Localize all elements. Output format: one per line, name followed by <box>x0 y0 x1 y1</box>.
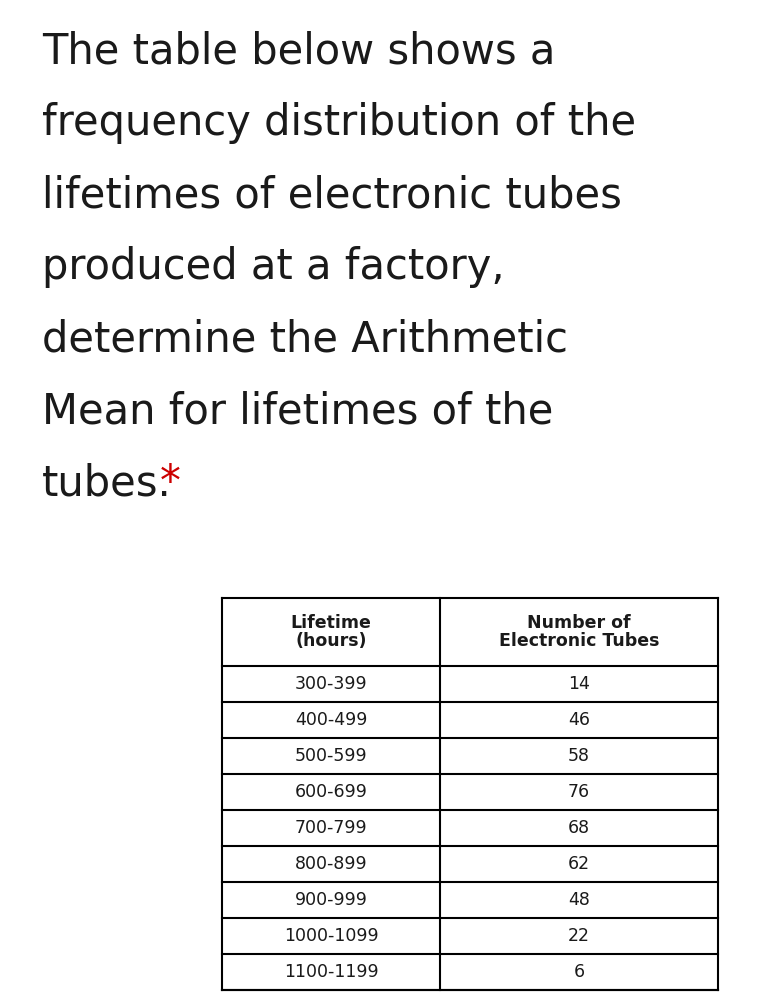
Text: Electronic Tubes: Electronic Tubes <box>499 632 659 650</box>
Text: Lifetime: Lifetime <box>290 614 371 632</box>
Text: 76: 76 <box>568 783 590 801</box>
Text: 800-899: 800-899 <box>295 855 368 873</box>
Text: 68: 68 <box>568 819 590 837</box>
Text: 46: 46 <box>568 711 590 729</box>
Text: 500-599: 500-599 <box>295 747 368 765</box>
Text: 6: 6 <box>574 963 584 981</box>
Text: lifetimes of electronic tubes: lifetimes of electronic tubes <box>42 174 622 216</box>
Text: The table below shows a: The table below shows a <box>42 30 556 72</box>
Text: 14: 14 <box>568 675 590 693</box>
Text: Mean for lifetimes of the: Mean for lifetimes of the <box>42 390 553 432</box>
Text: 900-999: 900-999 <box>295 891 368 909</box>
Text: 300-399: 300-399 <box>295 675 368 693</box>
Text: *: * <box>160 462 181 504</box>
Text: Number of: Number of <box>528 614 631 632</box>
Text: tubes.: tubes. <box>42 462 172 504</box>
Text: 1100-1199: 1100-1199 <box>283 963 378 981</box>
Text: 700-799: 700-799 <box>295 819 368 837</box>
Text: produced at a factory,: produced at a factory, <box>42 246 505 288</box>
Text: 48: 48 <box>568 891 590 909</box>
Text: (hours): (hours) <box>296 632 367 650</box>
Text: 58: 58 <box>568 747 590 765</box>
Text: 62: 62 <box>568 855 590 873</box>
Text: 400-499: 400-499 <box>295 711 368 729</box>
Text: 600-699: 600-699 <box>295 783 368 801</box>
Text: 22: 22 <box>568 927 590 945</box>
Text: 1000-1099: 1000-1099 <box>283 927 378 945</box>
Text: determine the Arithmetic: determine the Arithmetic <box>42 318 568 360</box>
Text: frequency distribution of the: frequency distribution of the <box>42 102 636 144</box>
